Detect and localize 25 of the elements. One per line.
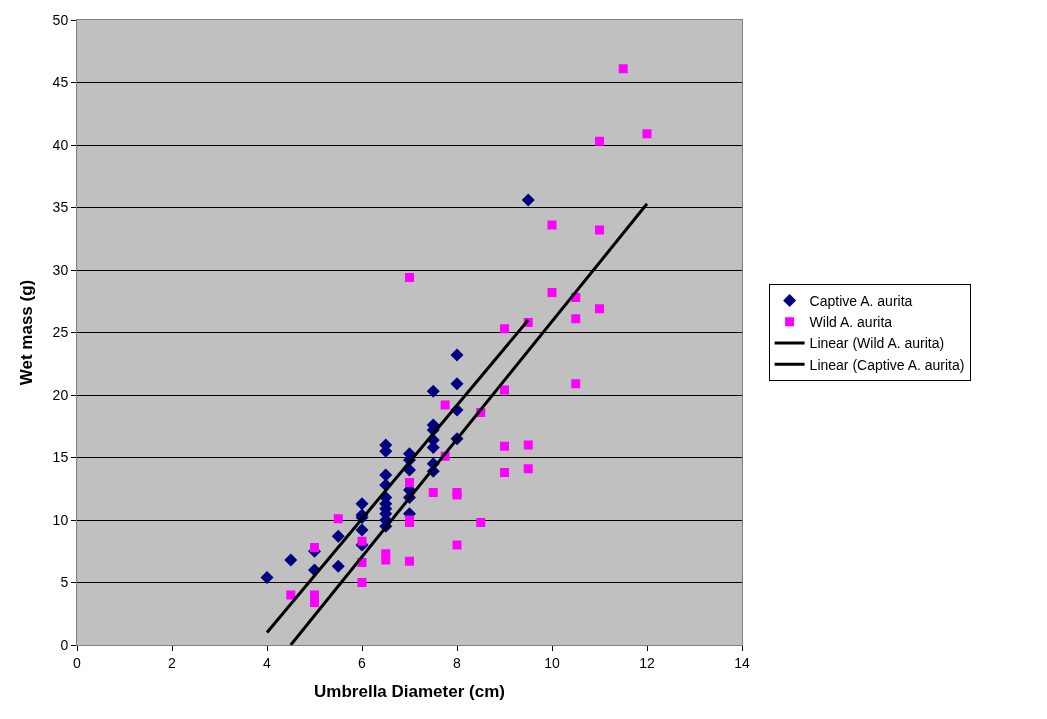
x-tick-label: 12	[639, 654, 655, 671]
y-tick-label: 10	[52, 511, 69, 528]
legend-label: Captive A. aurita	[809, 293, 913, 310]
x-tick-label: 4	[263, 654, 272, 671]
y-tick-label: 20	[52, 386, 69, 403]
x-tick-label: 0	[73, 654, 82, 671]
y-tick-label: 0	[60, 636, 69, 653]
y-tick-label: 45	[52, 74, 69, 91]
y-axis-title: Wet mass (g)	[17, 279, 37, 386]
y-tick-label: 35	[52, 199, 69, 216]
x-tick-label: 10	[544, 654, 560, 671]
x-tick-label: 6	[358, 654, 367, 671]
y-tick-label: 40	[52, 136, 69, 153]
y-tick-label: 30	[52, 261, 69, 278]
legend-label: Linear (Captive A. aurita)	[809, 356, 965, 373]
x-tick-label: 2	[168, 654, 177, 671]
y-tick-label: 50	[52, 11, 69, 28]
legend-label: Linear (Wild A. aurita)	[809, 335, 945, 352]
y-tick-label: 25	[52, 324, 69, 341]
x-tick-label: 14	[734, 654, 750, 671]
y-tick-label: 5	[60, 574, 69, 591]
x-tick-label: 8	[453, 654, 462, 671]
x-axis-title: Umbrella Diameter (cm)	[314, 682, 505, 702]
legend-label: Wild A. aurita	[809, 314, 893, 331]
y-tick-label: 15	[52, 449, 69, 466]
